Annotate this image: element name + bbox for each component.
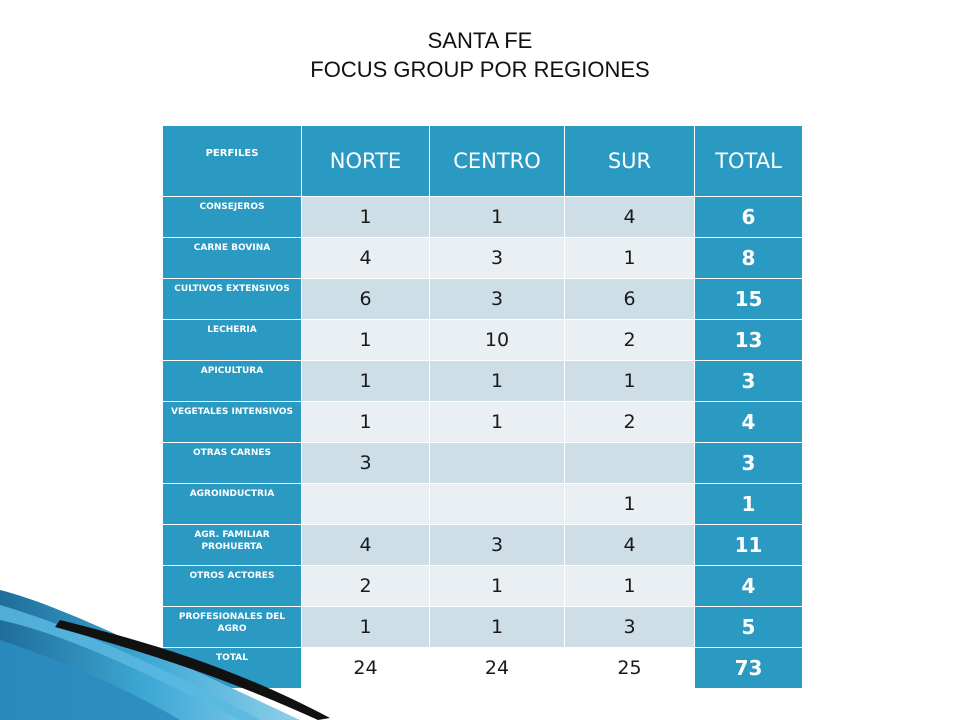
cell-total: 73	[694, 647, 803, 689]
cell-sur: 2	[564, 401, 695, 443]
cell-total: 4	[694, 401, 803, 443]
table-row: CONSEJEROS 1 1 4 6	[162, 196, 803, 238]
row-label: PROFESIONALES DEL AGRO	[162, 606, 302, 648]
cell-total: 5	[694, 606, 803, 648]
cell-norte: 3	[301, 442, 430, 484]
cell-total: 3	[694, 360, 803, 402]
row-label: CARNE BOVINA	[162, 237, 302, 279]
cell-sur: 25	[564, 647, 695, 689]
table-row: AGROINDUCTRIA 1 1	[162, 483, 803, 525]
cell-centro: 1	[429, 565, 565, 607]
cell-norte: 1	[301, 196, 430, 238]
row-label: AGR. FAMILIAR PROHUERTA	[162, 524, 302, 566]
cell-centro: 24	[429, 647, 565, 689]
row-label: VEGETALES INTENSIVOS	[162, 401, 302, 443]
cell-sur: 4	[564, 524, 695, 566]
cell-total: 4	[694, 565, 803, 607]
row-label: AGROINDUCTRIA	[162, 483, 302, 525]
focus-group-table: PERFILES NORTE CENTRO SUR TOTAL CONSEJER…	[162, 125, 803, 689]
cell-sur: 1	[564, 360, 695, 402]
column-header-perfiles: PERFILES	[162, 125, 302, 197]
cell-centro: 10	[429, 319, 565, 361]
column-header-norte: NORTE	[301, 125, 430, 197]
row-label: LECHERIA	[162, 319, 302, 361]
table-header-row: PERFILES NORTE CENTRO SUR TOTAL	[162, 125, 803, 197]
cell-sur: 1	[564, 565, 695, 607]
table-row: LECHERIA 1 10 2 13	[162, 319, 803, 361]
table-row: CULTIVOS EXTENSIVOS 6 3 6 15	[162, 278, 803, 320]
cell-total: 15	[694, 278, 803, 320]
cell-sur: 3	[564, 606, 695, 648]
cell-norte: 4	[301, 237, 430, 279]
cell-centro: 3	[429, 524, 565, 566]
cell-total: 13	[694, 319, 803, 361]
row-label: APICULTURA	[162, 360, 302, 402]
cell-centro: 1	[429, 196, 565, 238]
cell-total: 3	[694, 442, 803, 484]
cell-sur	[564, 442, 695, 484]
cell-centro	[429, 483, 565, 525]
row-label: CONSEJEROS	[162, 196, 302, 238]
cell-norte: 2	[301, 565, 430, 607]
page-title: SANTA FE	[427, 28, 533, 53]
cell-centro: 1	[429, 401, 565, 443]
cell-centro: 1	[429, 360, 565, 402]
cell-sur: 1	[564, 483, 695, 525]
row-label: CULTIVOS EXTENSIVOS	[162, 278, 302, 320]
cell-sur: 4	[564, 196, 695, 238]
cell-centro: 3	[429, 278, 565, 320]
row-label: OTRAS CARNES	[162, 442, 302, 484]
page-subtitle: FOCUS GROUP POR REGIONES	[310, 57, 650, 82]
cell-total: 11	[694, 524, 803, 566]
cell-norte: 4	[301, 524, 430, 566]
cell-centro	[429, 442, 565, 484]
column-header-centro: CENTRO	[429, 125, 565, 197]
cell-norte	[301, 483, 430, 525]
cell-centro: 3	[429, 237, 565, 279]
cell-sur: 2	[564, 319, 695, 361]
table-row: APICULTURA 1 1 1 3	[162, 360, 803, 402]
cell-norte: 1	[301, 606, 430, 648]
table-row: AGR. FAMILIAR PROHUERTA 4 3 4 11	[162, 524, 803, 566]
cell-sur: 1	[564, 237, 695, 279]
row-label: OTROS ACTORES	[162, 565, 302, 607]
table-row: OTROS ACTORES 2 1 1 4	[162, 565, 803, 607]
cell-centro: 1	[429, 606, 565, 648]
cell-norte: 6	[301, 278, 430, 320]
cell-norte: 24	[301, 647, 430, 689]
table-row: TOTAL 24 24 25 73	[162, 647, 803, 689]
cell-norte: 1	[301, 319, 430, 361]
table-row: OTRAS CARNES 3 3	[162, 442, 803, 484]
decorative-swoosh	[0, 590, 330, 720]
cell-total: 1	[694, 483, 803, 525]
cell-total: 6	[694, 196, 803, 238]
cell-total: 8	[694, 237, 803, 279]
cell-norte: 1	[301, 360, 430, 402]
table-row: PROFESIONALES DEL AGRO 1 1 3 5	[162, 606, 803, 648]
column-header-sur: SUR	[564, 125, 695, 197]
column-header-total: TOTAL	[694, 125, 803, 197]
table-row: VEGETALES INTENSIVOS 1 1 2 4	[162, 401, 803, 443]
cell-sur: 6	[564, 278, 695, 320]
cell-norte: 1	[301, 401, 430, 443]
table-row: CARNE BOVINA 4 3 1 8	[162, 237, 803, 279]
